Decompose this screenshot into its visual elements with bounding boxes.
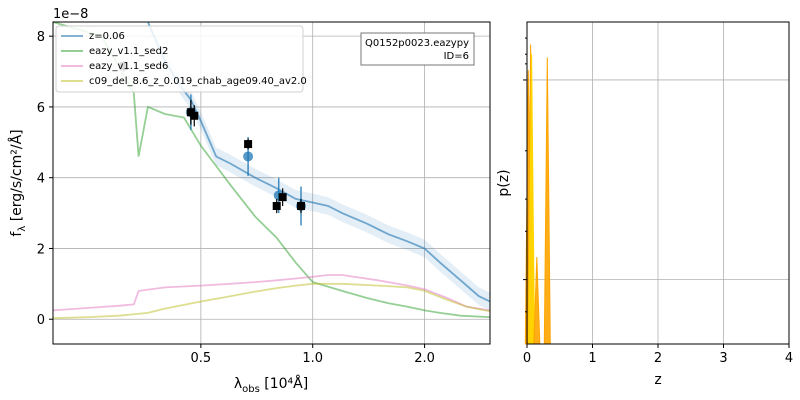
- pz-ylabel: p(z): [496, 169, 512, 196]
- sed-xtick-label-1: 1.0: [302, 351, 323, 366]
- legend-label-c09: c09_del_8.6_z_0.019_chab_age09.40_av2.0: [89, 76, 307, 87]
- pz-panel: 0 1 2 3 4 p(z) z: [496, 21, 793, 388]
- sed-lines: [52, 21, 491, 320]
- pz-ticks: 0 1 2 3 4: [523, 37, 793, 366]
- series-z006-band: [147, 22, 490, 311]
- sed-ytick-label-0: 0: [37, 313, 45, 328]
- observed-point-4: [272, 202, 281, 210]
- pz-xlabel: z: [654, 372, 661, 388]
- observed-point-6: [297, 202, 306, 210]
- pz-xtick-label-3: 3: [719, 351, 727, 366]
- observed-point-2: [190, 111, 199, 120]
- y-offset-label: 1e−8: [53, 7, 88, 22]
- series-c09-line: [52, 282, 491, 320]
- sed-ytick-label-4: 8: [37, 30, 45, 45]
- observed-point-3: [244, 140, 253, 149]
- sed-ticks: 0.5 1.0 2.0 0 2 4 6 8: [37, 30, 435, 366]
- sed-uncertainty-band: [147, 22, 490, 311]
- sed-ytick-label-3: 6: [37, 101, 45, 116]
- annotation-frame: [360, 32, 475, 66]
- observed-point-5: [278, 193, 287, 202]
- legend-frame: [55, 25, 304, 93]
- annotation-catalog: Q0152p0023.eazypy: [365, 38, 469, 49]
- pz-xtick-label-2: 2: [654, 351, 662, 366]
- series-sed6-line: [52, 274, 491, 312]
- annotation-id: ID=6: [444, 51, 469, 62]
- sed-ylabel: fλ [erg/s/cm²/Å]: [8, 129, 28, 236]
- pz-xtick-label-0: 0: [523, 351, 531, 366]
- sed-xtick-label-2: 2.0: [414, 351, 435, 366]
- series-sed2-line: [52, 21, 491, 318]
- object-annotation: Q0152p0023.eazypy ID=6: [360, 32, 475, 66]
- pz-xtick-label-1: 1: [588, 351, 596, 366]
- sed-xtick-label-0: 0.5: [191, 351, 212, 366]
- legend-label-z006: z=0.06: [89, 31, 125, 42]
- sed-panel: 0.5 1.0 2.0 0 2 4 6 8 1e−8 fλ [erg/s/cm²/Å] λob…: [8, 7, 491, 395]
- sed-ytick-label-2: 4: [37, 172, 45, 187]
- sed-ytick-label-1: 2: [37, 242, 45, 257]
- legend-label-sed6: eazy_v1.1_sed6: [89, 61, 168, 72]
- sed-xlabel: λobs [10⁴Å]: [234, 375, 308, 395]
- legend-label-sed2: eazy_v1.1_sed2: [89, 46, 168, 57]
- model-point-1: [243, 151, 254, 162]
- sed-plot-frame: [52, 21, 491, 345]
- sed-legend: z=0.06 eazy_v1.1_sed2 eazy_v1.1_sed6 c09…: [55, 25, 307, 93]
- pz-xtick-label-4: 4: [785, 351, 793, 366]
